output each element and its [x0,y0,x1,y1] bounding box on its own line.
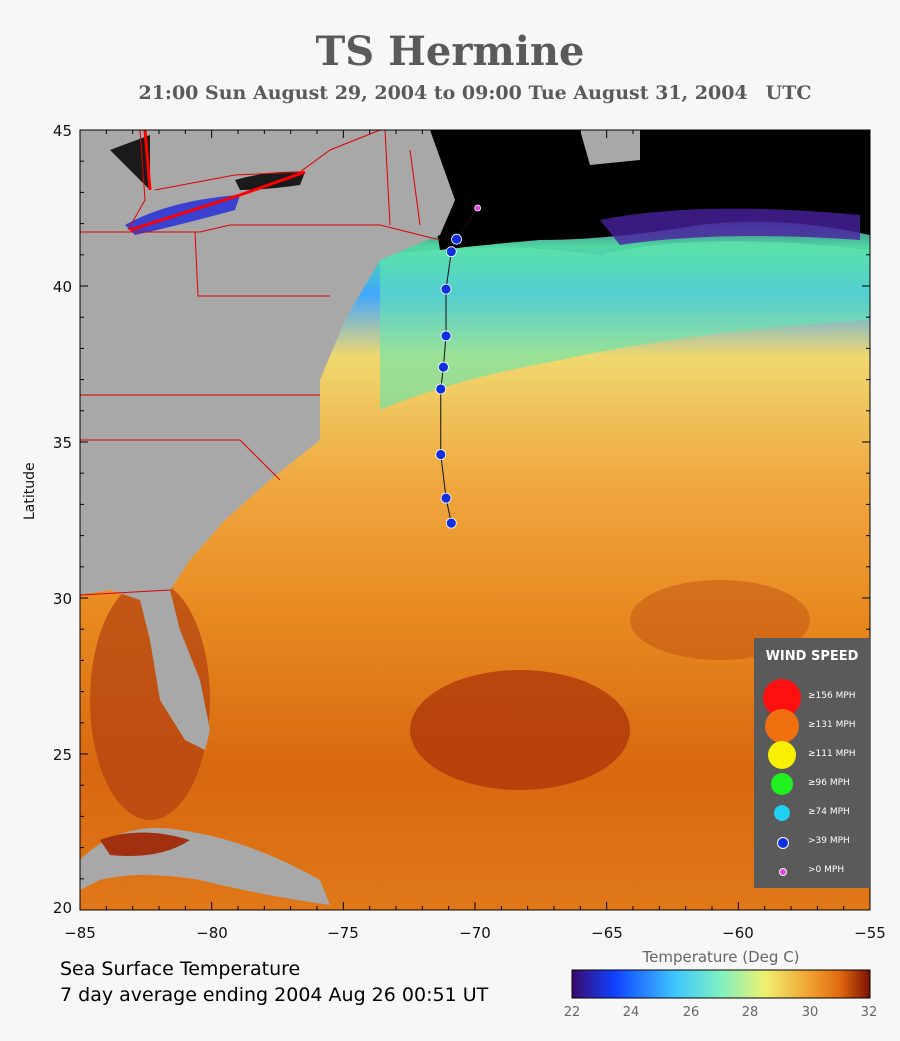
storm-track-points [435,204,482,529]
colorbar-tick: 32 [860,1005,878,1020]
us-east-coast-land [80,130,455,750]
colorbar-tick: 26 [682,1005,700,1020]
track-point [435,383,447,395]
colorbar-tick: 28 [741,1005,759,1020]
legend-label: ≥131 MPH [808,720,856,730]
product-name: Sea Surface Temperature [60,958,301,980]
colorbar-tick: 30 [801,1005,819,1020]
legend-marker [768,741,796,769]
legend-marker [765,709,799,743]
legend-item: ≥156 MPH [754,679,870,717]
track-point [445,517,457,529]
wind-speed-legend: WIND SPEED ≥156 MPH ≥131 MPH ≥111 MPH ≥9… [754,638,870,888]
cold-purple-band [600,208,860,245]
legend-label: >0 MPH [808,865,845,875]
legend-item: >0 MPH [754,856,870,885]
legend-item: ≥131 MPH [754,709,870,743]
track-point [440,330,452,342]
lon-tick-label: −80 [196,924,228,942]
political-borders [79,129,441,596]
track-point [440,492,452,504]
map-subtitle: 21:00 Sun August 29, 2004 to 09:00 Tue A… [0,82,900,104]
y-axis-label: Latitude [22,462,38,520]
track-point [435,449,447,460]
track-point [445,246,457,258]
legend-marker [774,805,790,821]
legend-label: ≥156 MPH [808,691,856,701]
legend-item: ≥96 MPH [754,769,870,798]
lon-tick-label: −55 [854,924,886,942]
map-title: TS Hermine [315,28,585,75]
gulf-stream-front [380,241,870,410]
legend-label: >39 MPH [808,836,850,846]
legend-label: ≥96 MPH [808,778,850,788]
legend-marker [779,868,787,876]
track-point [437,361,449,373]
timezone-label: UTC [765,82,812,104]
lon-tick-label: −75 [327,924,359,942]
lon-tick-label: −70 [459,924,491,942]
legend-item: ≥74 MPH [754,798,870,827]
us-canada-border [129,129,306,232]
date-range: 21:00 Sun August 29, 2004 to 09:00 Tue A… [138,82,748,104]
storm-track-line [440,207,479,524]
lat-tick-label: 25 [52,746,72,764]
legend-item: ≥111 MPH [754,740,870,769]
lat-tick-label: 45 [52,122,72,140]
lat-tick-label: 40 [52,278,72,296]
lat-tick-label: 30 [52,590,72,608]
lon-tick-label: −85 [64,924,96,942]
map-plot-area [79,129,871,911]
track-point [451,233,462,245]
colorbar-tick: 22 [563,1005,581,1020]
axis-tick-marks [79,129,871,911]
nova-scotia-land [580,130,640,165]
lake-ontario [235,171,305,190]
legend-marker [777,837,789,849]
lon-tick-label: −65 [591,924,623,942]
lat-tick-label: 35 [52,434,72,452]
legend-item: >39 MPH [754,827,870,856]
legend-marker [771,773,793,795]
track-point [440,283,452,295]
legend-title: WIND SPEED [765,649,859,664]
legend-label: ≥111 MPH [808,749,856,759]
track-point [474,204,482,212]
colorbar-title: Temperature (Deg C) [642,948,800,966]
colorbar-tick: 24 [622,1005,640,1020]
legend-label: ≥74 MPH [808,807,850,817]
product-period: 7 day average ending 2004 Aug 26 00:51 U… [60,984,489,1006]
lake-huron [110,135,150,190]
warm-pool [410,670,630,790]
colorbar [571,969,871,999]
lon-tick-label: −60 [722,924,754,942]
lat-tick-label: 20 [52,899,72,917]
cuba-shelf [100,832,190,856]
